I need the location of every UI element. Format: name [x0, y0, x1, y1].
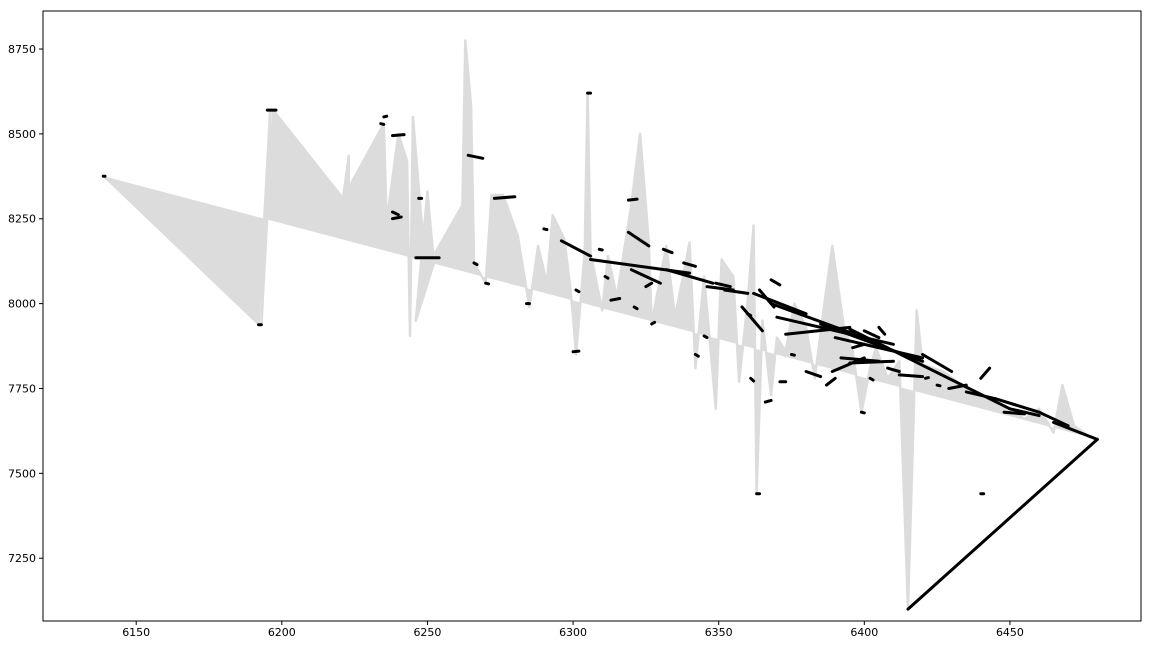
foreground-segment — [859, 410, 866, 415]
foreground-segment — [1002, 410, 1026, 416]
x-tick-label: 6450 — [996, 626, 1024, 639]
x-tick-label: 6250 — [413, 626, 441, 639]
foreground-segment — [749, 376, 756, 383]
foreground-segment — [484, 281, 491, 286]
x-axis: 6150 6200 6250 6300 6350 6400 6450 — [122, 621, 1024, 639]
y-tick-label: 7750 — [8, 382, 36, 395]
foreground-segment — [833, 336, 925, 360]
foreground-segment — [763, 398, 773, 404]
foreground-segment — [664, 268, 715, 285]
foreground-segment — [632, 305, 639, 311]
foreground-segment — [571, 349, 581, 354]
plot-area — [42, 10, 1142, 622]
foreground-segment — [574, 288, 581, 294]
foreground-segment — [714, 281, 732, 289]
x-tick-label: 6400 — [850, 626, 878, 639]
foreground-segment — [603, 275, 610, 280]
foreground-segment — [391, 133, 406, 138]
foreground-segment — [609, 297, 622, 302]
foreground-segment — [391, 210, 400, 217]
foreground-segment — [693, 353, 700, 358]
foreground-segment — [906, 437, 1099, 611]
y-tick-label: 8000 — [8, 298, 36, 311]
y-tick-label: 8500 — [8, 128, 36, 141]
foreground-segment — [746, 312, 753, 317]
y-tick-label: 7250 — [8, 552, 36, 565]
foreground-segment — [379, 122, 386, 126]
foreground-segment — [542, 227, 549, 232]
foreground-segment — [626, 197, 639, 202]
foreground-segment — [851, 342, 866, 350]
foreground-segment — [661, 247, 674, 255]
foreground-segment — [702, 334, 709, 340]
foreground-segment — [993, 397, 1041, 414]
foreground-segment — [382, 114, 389, 119]
x-tick-label: 6300 — [559, 626, 587, 639]
x-tick-label: 6350 — [705, 626, 733, 639]
foreground-segment — [769, 278, 782, 287]
foreground-segment — [924, 376, 930, 380]
axes-frame — [42, 10, 1142, 622]
foreground-segment — [868, 376, 875, 382]
foreground-segment — [825, 376, 837, 387]
x-tick-label: 6200 — [268, 626, 296, 639]
y-tick-label: 8250 — [8, 213, 36, 226]
foreground-segment — [597, 247, 604, 252]
foreground-segment — [644, 281, 654, 289]
foreground-segment — [769, 302, 866, 340]
foreground-segment — [848, 359, 895, 365]
foreground-segment — [466, 153, 485, 160]
y-tick-label: 7500 — [8, 467, 36, 480]
foreground-segment — [723, 288, 750, 295]
foreground-segment — [862, 329, 881, 340]
foreground-segment — [848, 327, 1012, 411]
foreground-segment — [897, 373, 925, 379]
foreground-segment — [559, 239, 592, 258]
foreground-segment — [752, 291, 808, 316]
axes-background — [43, 11, 1141, 621]
foreground-segment — [391, 215, 403, 221]
x-tick-label: 6150 — [122, 626, 150, 639]
foreground-segment — [921, 353, 954, 373]
y-axis: 7250 7500 7750 8000 8250 8500 8750 — [8, 43, 43, 565]
foreground-segment — [886, 366, 901, 373]
foreground-segment — [740, 305, 764, 333]
foreground-segment — [804, 370, 823, 379]
foreground-segment — [935, 383, 942, 388]
foreground-segment — [629, 268, 662, 285]
y-tick-label: 8750 — [8, 43, 36, 56]
foreground-segment — [790, 353, 796, 357]
foreground-segment — [979, 366, 992, 380]
foreground-segment — [472, 261, 479, 267]
foreground-segment — [1037, 410, 1070, 428]
foreground-segment — [682, 261, 697, 268]
foreground-segment — [1052, 420, 1099, 441]
foreground-segment — [492, 195, 517, 200]
foreground-segment — [877, 325, 887, 336]
foreground-segment — [650, 320, 657, 326]
foreground-series-layer — [101, 91, 1099, 611]
foreground-segment — [784, 325, 852, 336]
foreground-segment — [1008, 407, 1041, 418]
foreground-segment — [626, 230, 651, 248]
